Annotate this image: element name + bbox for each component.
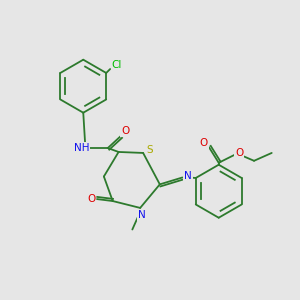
Text: O: O [235, 148, 243, 158]
Text: O: O [121, 126, 130, 136]
Text: NH: NH [74, 143, 89, 153]
Text: N: N [184, 170, 192, 181]
Text: O: O [87, 194, 95, 204]
Text: N: N [138, 210, 146, 220]
Text: O: O [200, 138, 208, 148]
Text: S: S [147, 145, 153, 155]
Text: Cl: Cl [112, 60, 122, 70]
